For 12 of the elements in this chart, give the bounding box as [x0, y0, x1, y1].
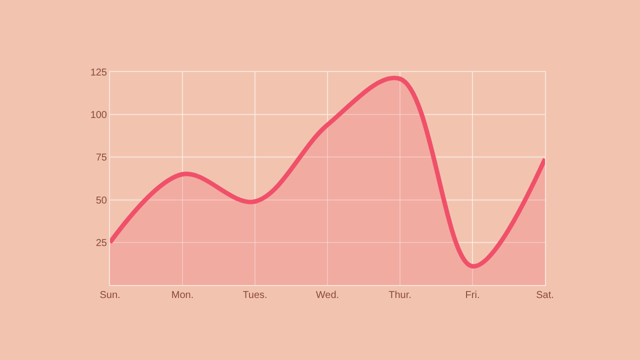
- y-tick-label: 50: [96, 195, 108, 206]
- x-tick-label: Fri.: [465, 290, 480, 301]
- x-tick-label: Mon.: [171, 290, 194, 301]
- y-tick-label: 125: [90, 68, 108, 78]
- y-tick-label: 25: [96, 238, 108, 249]
- y-tick-label: 75: [96, 152, 108, 164]
- x-tick-label: Sat.: [536, 290, 554, 301]
- x-tick-label: Wed.: [316, 290, 340, 301]
- x-tick-label: Sun.: [100, 290, 120, 301]
- y-tick-label: 100: [90, 110, 108, 122]
- x-tick-label: Thur.: [388, 290, 412, 301]
- x-tick-label: Tues.: [242, 290, 268, 301]
